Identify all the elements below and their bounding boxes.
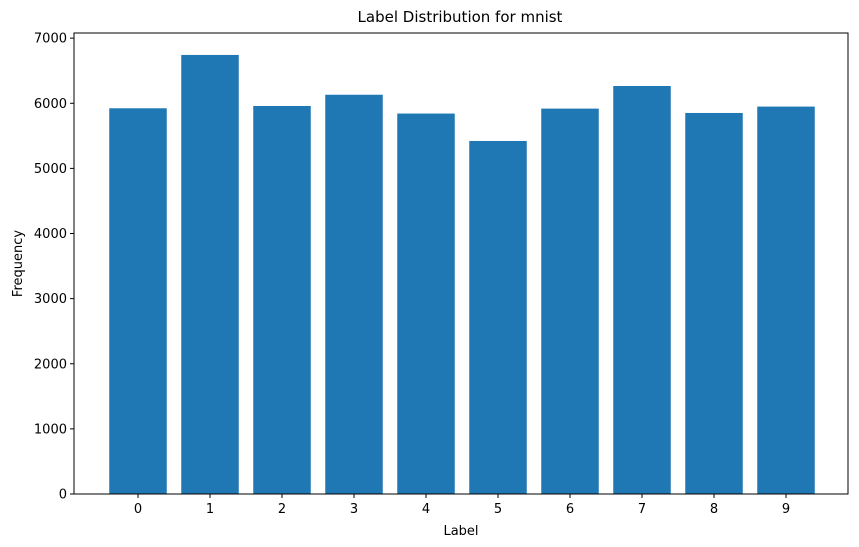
bar-label-1 <box>181 54 239 494</box>
x-tick-label: 6 <box>566 502 574 517</box>
x-tick-label: 0 <box>134 502 142 517</box>
x-tick-label: 5 <box>494 502 502 517</box>
bar-label-9 <box>757 106 815 494</box>
plot-frame <box>73 32 849 495</box>
bar-label-0 <box>109 108 167 494</box>
x-axis-title: Label <box>443 524 478 539</box>
x-tick-label: 9 <box>782 502 790 517</box>
x-axis: 0 1 2 3 4 5 6 7 8 9 <box>134 494 790 517</box>
bars-group <box>109 54 815 495</box>
bar-label-6 <box>541 108 599 495</box>
bar-label-3 <box>325 94 383 495</box>
bar-label-4 <box>397 113 455 494</box>
bar-label-7 <box>613 86 671 494</box>
bar-label-8 <box>685 112 743 494</box>
x-tick-label: 8 <box>710 502 718 517</box>
y-tick-label: 7000 <box>34 32 67 47</box>
y-tick-label: 5000 <box>34 162 67 177</box>
x-tick-label: 2 <box>278 502 286 517</box>
y-tick-label: 1000 <box>34 422 67 437</box>
x-tick-label: 3 <box>350 502 358 517</box>
y-tick-label: 2000 <box>34 357 67 372</box>
x-tick-label: 1 <box>206 502 214 517</box>
y-axis: 0 1000 2000 3000 4000 5000 6000 7000 <box>34 32 74 503</box>
y-tick-label: 0 <box>59 488 67 503</box>
x-tick-label: 4 <box>422 502 430 517</box>
y-tick-label: 4000 <box>34 227 67 242</box>
x-tick-label: 7 <box>638 502 646 517</box>
chart-title: Label Distribution for mnist <box>358 8 563 26</box>
y-tick-label: 6000 <box>34 97 67 112</box>
bar-label-5 <box>469 140 527 494</box>
y-axis-title: Frequency <box>11 230 26 297</box>
bar-label-2 <box>253 106 311 494</box>
y-tick-label: 3000 <box>34 292 67 307</box>
